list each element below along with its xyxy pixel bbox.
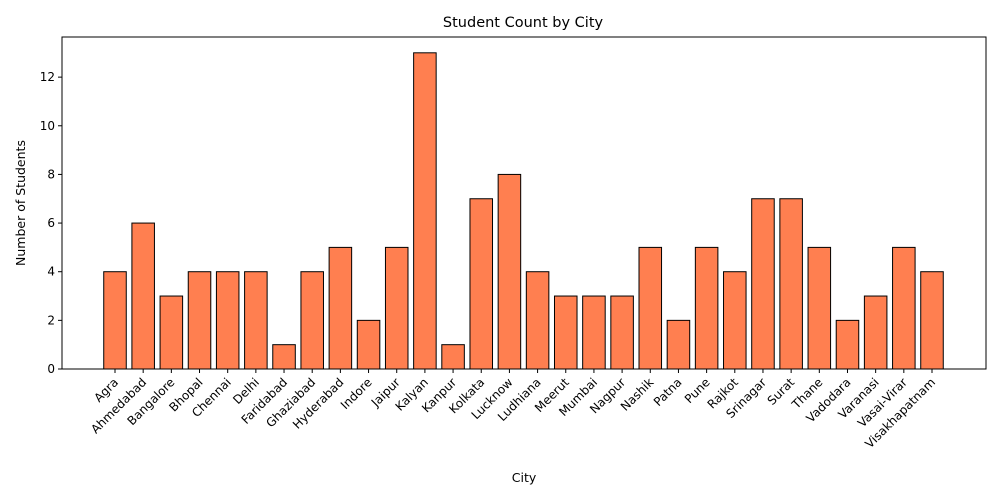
bar-nashik [638,246,663,370]
y-tick-label: 10 [40,119,55,133]
x-tick-label: Indore [338,375,375,412]
y-tick-label: 12 [40,70,55,84]
bar-bangalore [159,295,184,370]
bars-group [103,52,944,370]
bar-visakhapatnam [920,271,944,370]
y-tick-label: 8 [47,167,55,181]
bar-patna [666,319,691,370]
bar-delhi [244,271,268,370]
bar-agra [103,271,127,370]
bar-kalyan [413,52,437,370]
x-axis-ticks: AgraAhmedabadBangaloreBhopalChennaiDelhi… [88,369,938,451]
bar-lucknow [497,173,522,370]
bar-surat [779,198,803,370]
bar-srinagar [751,198,775,370]
y-tick-label: 2 [47,313,55,327]
y-tick-label: 6 [47,216,55,230]
x-tick-label: Patna [651,375,685,409]
y-axis-ticks: 0 2 4 6 8 10 12 [40,70,62,376]
bar-vasai-virar [892,246,916,370]
bar-rajkot [723,271,747,370]
y-axis-label: Number of Students [13,140,28,266]
x-axis-label: City [512,470,537,485]
plot-frame [61,36,987,370]
bar-ghaziabad [300,271,324,370]
bar-ludhiana [525,271,550,370]
y-tick-label: 0 [47,362,55,376]
bar-pune [694,246,719,370]
bar-varanasi [863,295,888,370]
bar-nagpur [610,295,634,370]
bar-thane [807,246,832,370]
bar-chennai [215,271,240,370]
bar-faridabad [272,344,296,370]
bar-kanpur [441,344,465,370]
bar-hyderabad [328,246,353,370]
bar-kolkata [469,198,494,370]
chart-title: Student Count by City [443,15,604,31]
bar-ahmedabad [131,222,155,370]
bar-indore [356,319,381,370]
bar-vadodara [835,319,860,370]
bar-mumbai [582,295,606,370]
bar-jaipur [384,246,409,370]
y-tick-label: 4 [47,265,55,279]
bar-bhopal [187,271,212,370]
bar-meerut [553,295,578,370]
